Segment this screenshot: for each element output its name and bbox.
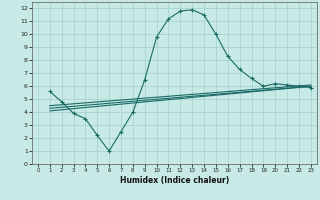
X-axis label: Humidex (Indice chaleur): Humidex (Indice chaleur)	[120, 176, 229, 185]
